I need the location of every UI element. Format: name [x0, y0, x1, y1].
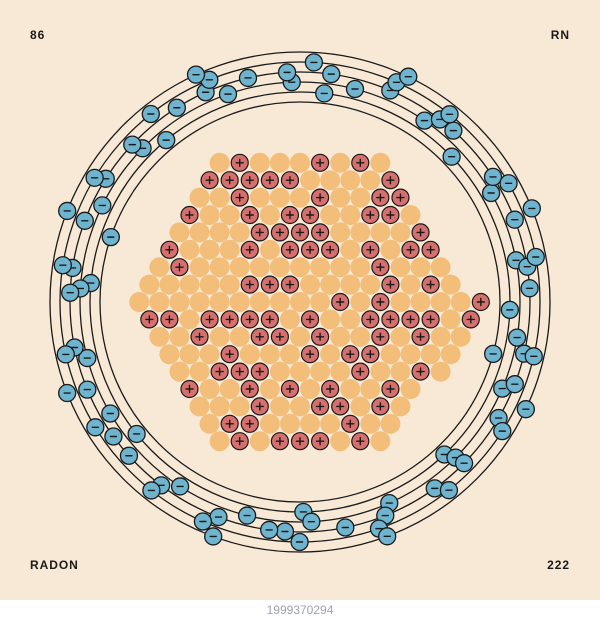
element-name-label: RADON — [30, 558, 79, 572]
neutron-cluster — [129, 153, 470, 451]
atomic-number-label: 86 — [30, 28, 45, 42]
diagram-canvas: 86 RN RADON 222 — [0, 0, 600, 600]
watermark-text: 1999370294 — [0, 600, 600, 620]
element-symbol-label: RN — [551, 28, 570, 42]
mass-number-label: 222 — [547, 558, 570, 572]
atom-diagram — [0, 0, 600, 600]
